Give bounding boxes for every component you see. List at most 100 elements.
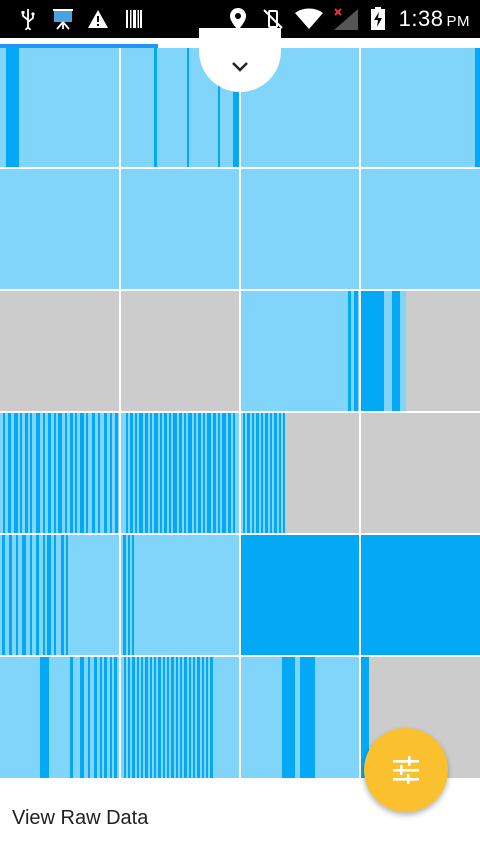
grid-stripe xyxy=(171,657,174,778)
wifi-icon xyxy=(294,7,324,31)
grid-stripe xyxy=(228,413,231,533)
grid-stripe xyxy=(100,657,102,778)
grid-cell[interactable] xyxy=(121,291,239,411)
grid-stripe xyxy=(194,413,196,533)
grid-stripe xyxy=(132,657,135,778)
grid-stripe xyxy=(348,291,351,411)
grid-cell[interactable] xyxy=(121,413,239,533)
grid-stripe xyxy=(61,535,64,655)
data-grid xyxy=(0,48,480,780)
grid-stripe xyxy=(92,413,95,533)
grid-stripe xyxy=(104,413,107,533)
grid-cell[interactable] xyxy=(0,535,119,655)
grid-stripe xyxy=(123,535,126,655)
signal-icon xyxy=(332,7,360,31)
grid-stripe xyxy=(188,413,192,533)
grid-stripe xyxy=(252,413,254,533)
presentation-icon xyxy=(52,7,74,31)
grid-stripe xyxy=(139,413,143,533)
grid-stripe xyxy=(110,657,112,778)
grid-stripe xyxy=(270,413,272,533)
warning-icon xyxy=(87,7,109,31)
grid-stripe xyxy=(70,413,73,533)
grid-stripe xyxy=(213,413,216,533)
grid-cell[interactable] xyxy=(121,169,239,289)
grid-stripe xyxy=(9,535,12,655)
grid-stripe xyxy=(132,535,134,655)
grid-stripe xyxy=(36,413,40,533)
chevron-down-icon xyxy=(230,60,250,74)
grid-cell[interactable] xyxy=(0,48,119,167)
grid-stripe xyxy=(58,413,62,533)
grid-stripe xyxy=(43,413,45,533)
tune-icon xyxy=(391,755,421,785)
clock: 1:38 PM xyxy=(399,6,470,32)
grid-stripe xyxy=(110,413,112,533)
grid-stripe xyxy=(475,48,480,167)
grid-stripe xyxy=(203,413,205,533)
grid-stripe xyxy=(145,657,148,778)
grid-stripe xyxy=(233,413,235,533)
grid-stripe xyxy=(25,413,28,533)
grid-cell[interactable] xyxy=(241,535,359,655)
grid-cell[interactable] xyxy=(361,169,480,289)
view-raw-data-link[interactable]: View Raw Data xyxy=(12,807,148,830)
grid-cell[interactable] xyxy=(0,169,119,289)
grid-stripe xyxy=(274,413,277,533)
grid-stripe xyxy=(88,657,90,778)
grid-stripe xyxy=(47,535,51,655)
grid-cell[interactable] xyxy=(0,657,119,778)
grid-stripe xyxy=(137,657,139,778)
grid-stripe xyxy=(150,657,152,778)
grid-stripe xyxy=(80,413,84,533)
grid-stripe xyxy=(243,413,245,533)
grid-stripe xyxy=(66,535,68,655)
grid-cell[interactable] xyxy=(361,535,480,655)
grid-stripe xyxy=(124,657,126,778)
grid-stripe xyxy=(150,413,152,533)
grid-cell[interactable] xyxy=(241,657,359,778)
grid-cell[interactable] xyxy=(0,291,119,411)
grid-cell[interactable] xyxy=(241,291,359,411)
grid-stripe xyxy=(141,657,143,778)
grid-cell[interactable] xyxy=(121,657,239,778)
grid-stripe xyxy=(104,657,107,778)
grid-stripe xyxy=(160,413,162,533)
grid-cell[interactable] xyxy=(121,535,239,655)
grid-stripe xyxy=(54,413,56,533)
grid-stripe xyxy=(154,48,157,167)
grid-stripe xyxy=(16,535,18,655)
grid-stripe xyxy=(145,413,148,533)
grid-stripe xyxy=(154,413,158,533)
grid-stripe xyxy=(279,413,281,533)
grid-stripe xyxy=(173,413,177,533)
grid-stripe xyxy=(86,413,88,533)
grid-cell[interactable] xyxy=(361,413,480,533)
grid-stripe xyxy=(198,413,201,533)
barcode-icon xyxy=(124,7,144,31)
grid-stripe xyxy=(222,413,226,533)
grid-stripe xyxy=(206,657,208,778)
grid-cell[interactable] xyxy=(0,413,119,533)
grid-stripe xyxy=(392,291,400,411)
grid-stripe xyxy=(354,291,358,411)
grid-stripe xyxy=(167,657,169,778)
grid-stripe xyxy=(48,413,51,533)
grid-stripe xyxy=(197,657,200,778)
grid-cell[interactable] xyxy=(241,169,359,289)
grid-stripe xyxy=(189,657,191,778)
grid-stripe xyxy=(207,413,211,533)
grid-stripe xyxy=(30,413,32,533)
filter-fab[interactable] xyxy=(364,728,448,812)
grid-stripe xyxy=(115,413,118,533)
grid-stripe xyxy=(30,535,32,655)
grid-stripe xyxy=(70,657,73,778)
grid-cell[interactable] xyxy=(361,291,480,411)
grid-stripe xyxy=(261,413,263,533)
grid-stripe xyxy=(282,657,295,778)
grid-cell[interactable] xyxy=(361,48,480,167)
grid-cell[interactable] xyxy=(241,413,359,533)
grid-stripe xyxy=(164,413,167,533)
grid-stripe xyxy=(54,535,56,655)
grid-stripe xyxy=(128,657,130,778)
